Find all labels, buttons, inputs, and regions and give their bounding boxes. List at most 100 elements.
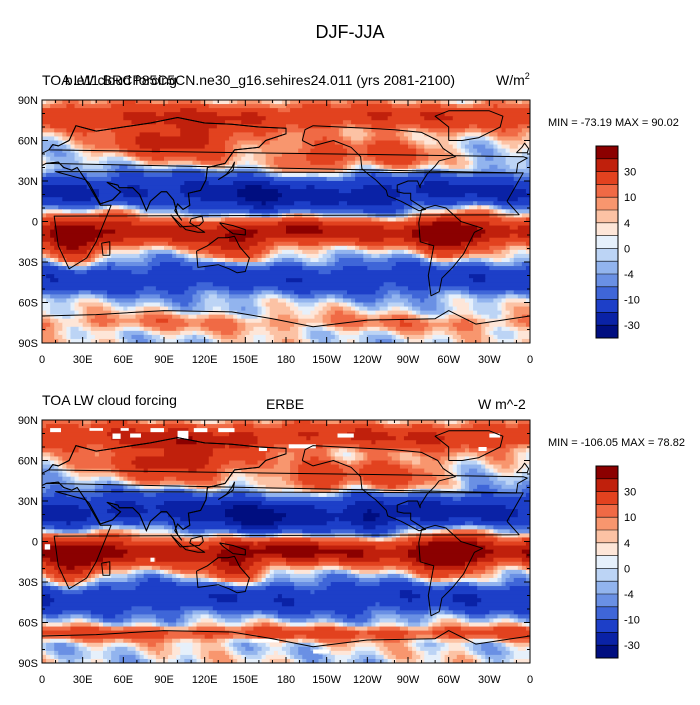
- field-cell: [416, 241, 429, 247]
- field-cell: [111, 573, 128, 579]
- field-cell: [74, 464, 116, 470]
- field-cell: [477, 205, 482, 210]
- field-cell: [216, 582, 226, 587]
- field-cell: [342, 306, 352, 312]
- field-cell: [168, 164, 177, 170]
- field-cell: [338, 448, 348, 453]
- field-cell: [375, 290, 389, 295]
- field-cell: [505, 245, 511, 251]
- field-cell: [347, 290, 377, 295]
- field-cell: [424, 658, 442, 663]
- field-cell: [216, 168, 226, 174]
- field-cell: [489, 205, 494, 210]
- field-cell: [452, 464, 458, 470]
- field-cell: [408, 626, 429, 632]
- field-cell: [245, 185, 263, 190]
- field-cell: [58, 257, 67, 263]
- field-cell: [208, 569, 226, 575]
- field-cell: [509, 448, 515, 453]
- field-cell: [155, 622, 161, 628]
- field-cell: [359, 310, 368, 316]
- field-cell: [46, 152, 55, 158]
- field-cell: [229, 160, 238, 166]
- field-cell: [143, 168, 173, 174]
- field-cell: [302, 144, 316, 150]
- field-cell: [460, 626, 494, 632]
- field-cell: [155, 492, 194, 498]
- colorbar-swatch: [596, 235, 618, 249]
- field-cell: [204, 172, 238, 178]
- field-cell: [330, 456, 336, 462]
- field-cell: [314, 306, 324, 312]
- field-cell: [359, 573, 377, 579]
- field-cell: [464, 561, 478, 567]
- field-cell: [86, 318, 92, 324]
- field-cell: [281, 529, 303, 534]
- field-cell: [94, 209, 104, 214]
- field-cell: [359, 630, 368, 636]
- field-cell: [383, 294, 393, 300]
- field-cell: [241, 314, 259, 320]
- field-cell: [509, 658, 515, 663]
- field-cell: [493, 464, 503, 470]
- field-cell: [469, 650, 474, 656]
- field-cell: [456, 104, 474, 109]
- x-tick-label: 150E: [232, 674, 258, 686]
- field-cell: [359, 164, 372, 170]
- field-cell: [509, 318, 519, 324]
- field-cell: [220, 156, 230, 162]
- field-cell: [208, 132, 234, 138]
- field-cell: [176, 582, 218, 587]
- field-cell: [460, 334, 482, 340]
- field-cell: [261, 310, 267, 316]
- field-cell: [74, 646, 80, 652]
- field-cell: [290, 472, 299, 478]
- field-cell: [281, 168, 336, 174]
- field-cell: [436, 140, 450, 146]
- field-cell: [196, 622, 218, 628]
- field-cell: [82, 314, 88, 320]
- field-cell: [172, 646, 181, 652]
- field-cell: [395, 484, 409, 490]
- y-tick-label: 30S: [18, 257, 38, 269]
- field-cell: [42, 622, 47, 628]
- field-cell: [517, 420, 530, 425]
- field-cell: [448, 476, 454, 482]
- field-cell: [42, 124, 51, 129]
- field-cell: [517, 452, 527, 458]
- field-cell: [525, 249, 530, 255]
- field-cell: [245, 334, 255, 340]
- field-cell: [395, 282, 530, 287]
- field-cell: [265, 334, 275, 340]
- field-cell: [440, 654, 446, 660]
- field-cell: [54, 642, 67, 648]
- field-cell: [74, 658, 84, 663]
- field-cell: [42, 537, 133, 543]
- field-cell: [111, 569, 128, 575]
- field-cell: [86, 132, 116, 138]
- field-cell: [460, 318, 470, 324]
- field-cell: [261, 148, 299, 154]
- field-cell: [306, 622, 316, 628]
- field-cell: [192, 642, 202, 648]
- field-cell: [424, 181, 450, 186]
- field-cell: [70, 626, 100, 632]
- field-cell: [147, 193, 185, 198]
- field-cell: [347, 302, 352, 308]
- field-cell: [322, 229, 413, 235]
- field-cell: [115, 334, 120, 340]
- coastline: [434, 110, 504, 141]
- field-cell: [347, 124, 356, 129]
- field-cell: [58, 262, 63, 267]
- field-cell: [493, 658, 503, 663]
- field-cell: [371, 484, 377, 490]
- field-cell: [489, 338, 499, 343]
- field-cell: [66, 152, 76, 158]
- field-cell: [208, 314, 226, 320]
- field-cell: [448, 294, 462, 300]
- field-cell: [408, 249, 413, 255]
- field-cell: [513, 452, 519, 458]
- field-cell: [294, 598, 409, 603]
- field-cell: [334, 330, 340, 336]
- field-cell: [241, 144, 259, 150]
